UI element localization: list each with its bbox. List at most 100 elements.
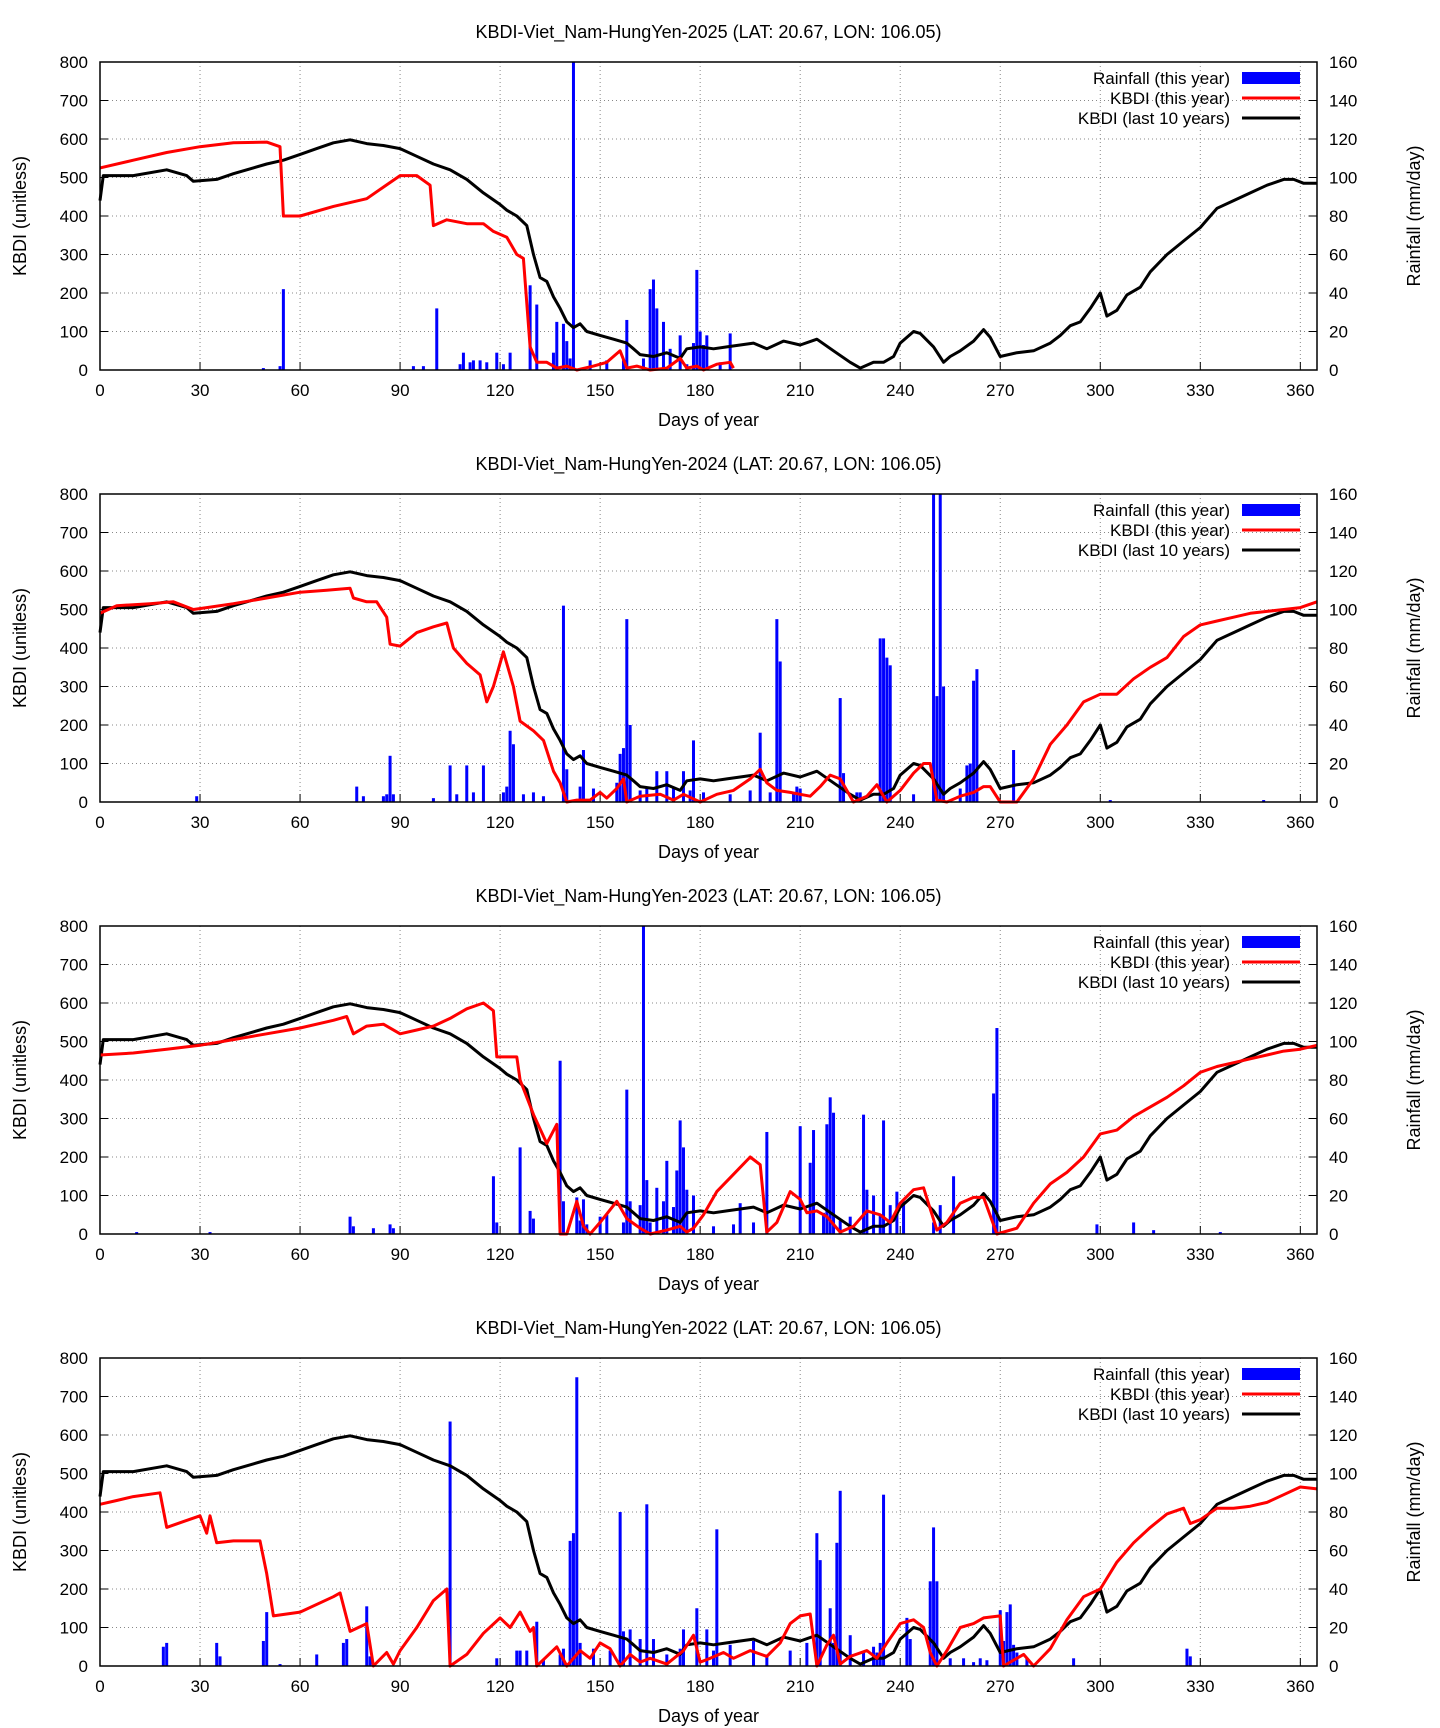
legend-label: KBDI (this year) (1110, 89, 1230, 108)
rainfall-bar (471, 792, 475, 802)
rainfall-bar (1008, 1604, 1012, 1666)
rainfall-bar (1012, 1644, 1016, 1666)
rainfall-bar (568, 1540, 572, 1666)
rainfall-bar (641, 926, 645, 1234)
rainfall-bar (431, 798, 435, 802)
x-tick-label: 90 (391, 381, 410, 400)
rainfall-bar (621, 1631, 625, 1666)
legend-label: Rainfall (this year) (1093, 69, 1230, 88)
rainfall-bar (591, 788, 595, 802)
legend-swatch-rainfall (1242, 72, 1300, 84)
legend-swatch-rainfall (1242, 936, 1300, 948)
y-tick-label: 0 (79, 361, 88, 380)
rainfall-bar (778, 661, 782, 802)
rainfall-bar (1218, 1232, 1222, 1234)
rainfall-bar (625, 619, 629, 802)
rainfall-bar (278, 366, 282, 370)
rainfall-bar (521, 794, 525, 802)
rainfall-bar (528, 1210, 532, 1234)
kbdi-last-10-years-line (98, 138, 1317, 370)
x-tick-label: 270 (986, 1677, 1014, 1696)
rainfall-bar (738, 1203, 742, 1234)
rainfall-bar (1262, 800, 1266, 802)
rainfall-bar (975, 669, 979, 802)
rainfall-bar (1108, 800, 1112, 802)
rainfall-bar (628, 1201, 632, 1234)
chart-svg: KBDI-Viet_Nam-HungYen-2022 (LAT: 20.67, … (10, 1318, 1424, 1726)
y-tick-label: 200 (60, 1148, 88, 1167)
y2-tick-label: 20 (1329, 1187, 1348, 1206)
rainfall-bar (278, 1664, 282, 1666)
rainfall-bar (1095, 1224, 1099, 1234)
rainfall-bar (752, 1640, 756, 1666)
rainfall-bar (1005, 1612, 1009, 1666)
rainfall-bar (261, 368, 265, 370)
rainfall-bar (388, 755, 392, 802)
kbdi-this-year-line (99, 586, 1318, 804)
chart-svg: KBDI-Viet_Nam-HungYen-2023 (LAT: 20.67, … (10, 886, 1424, 1294)
rainfall-bar (932, 1527, 936, 1666)
x-tick-label: 150 (586, 381, 614, 400)
rainfall-bars (195, 494, 1266, 802)
rainfall-bar (1072, 1658, 1076, 1666)
rainfall-bar (411, 366, 415, 370)
rainfall-bar (511, 744, 515, 802)
rainfall-bar (561, 323, 565, 370)
rainfall-bar (712, 1226, 716, 1234)
rainfall-bar (621, 1222, 625, 1234)
rainfall-bar (665, 771, 669, 802)
rainfall-bar (732, 1224, 736, 1234)
rainfall-bar (591, 1648, 595, 1666)
rainfall-bar (748, 790, 752, 802)
y-tick-label: 300 (60, 1542, 88, 1561)
rainfall-bar (535, 1621, 539, 1666)
rainfall-bar (838, 1220, 842, 1234)
rainfall-bar (618, 753, 622, 802)
rainfall-bars (161, 1377, 1192, 1666)
rainfall-bar (558, 1060, 562, 1234)
rainfall-bar (862, 1114, 866, 1234)
y-tick-label: 600 (60, 994, 88, 1013)
y-tick-label: 700 (60, 92, 88, 111)
y2-tick-label: 100 (1329, 169, 1357, 188)
x-tick-label: 120 (486, 813, 514, 832)
rainfall-bar (641, 358, 645, 370)
rainfall-bar (671, 786, 675, 802)
y2-tick-label: 80 (1329, 1503, 1348, 1522)
rainfall-bar (1012, 750, 1016, 802)
y2-tick-label: 40 (1329, 716, 1348, 735)
rainfall-bar (518, 1147, 522, 1234)
y2-tick-label: 80 (1329, 207, 1348, 226)
rainfall-bar (265, 1612, 269, 1666)
rainfall-bar (655, 1187, 659, 1234)
y2-tick-label: 120 (1329, 562, 1357, 581)
x-axis-label: Days of year (658, 842, 759, 862)
x-tick-label: 60 (291, 1245, 310, 1264)
y-tick-label: 500 (60, 601, 88, 620)
rainfall-bar (651, 279, 655, 370)
x-tick-label: 240 (886, 1245, 914, 1264)
x-tick-label: 270 (986, 381, 1014, 400)
rainfall-bar (605, 1214, 609, 1234)
rainfall-bar (972, 680, 976, 802)
rainfall-bar (575, 1377, 579, 1666)
y2-tick-label: 20 (1329, 755, 1348, 774)
rainfall-bar (421, 366, 425, 370)
x-tick-label: 150 (586, 1245, 614, 1264)
y-axis-label: KBDI (unitless) (10, 1452, 30, 1572)
rainfall-bar (938, 494, 942, 802)
x-tick-label: 150 (586, 813, 614, 832)
y-axis-label: KBDI (unitless) (10, 588, 30, 708)
y-axis-label: KBDI (unitless) (10, 156, 30, 276)
x-tick-label: 0 (95, 1677, 104, 1696)
legend: Rainfall (this year)KBDI (this year)KBDI… (1078, 1365, 1300, 1424)
x-tick-label: 360 (1286, 1677, 1314, 1696)
rainfall-bar (368, 1656, 372, 1666)
y-tick-label: 600 (60, 562, 88, 581)
y2-tick-label: 0 (1329, 361, 1338, 380)
rainfall-bar (518, 1650, 522, 1666)
rainfall-bar (862, 1652, 866, 1666)
x-tick-label: 210 (786, 813, 814, 832)
rainfall-bar (648, 289, 652, 370)
x-tick-label: 0 (95, 381, 104, 400)
